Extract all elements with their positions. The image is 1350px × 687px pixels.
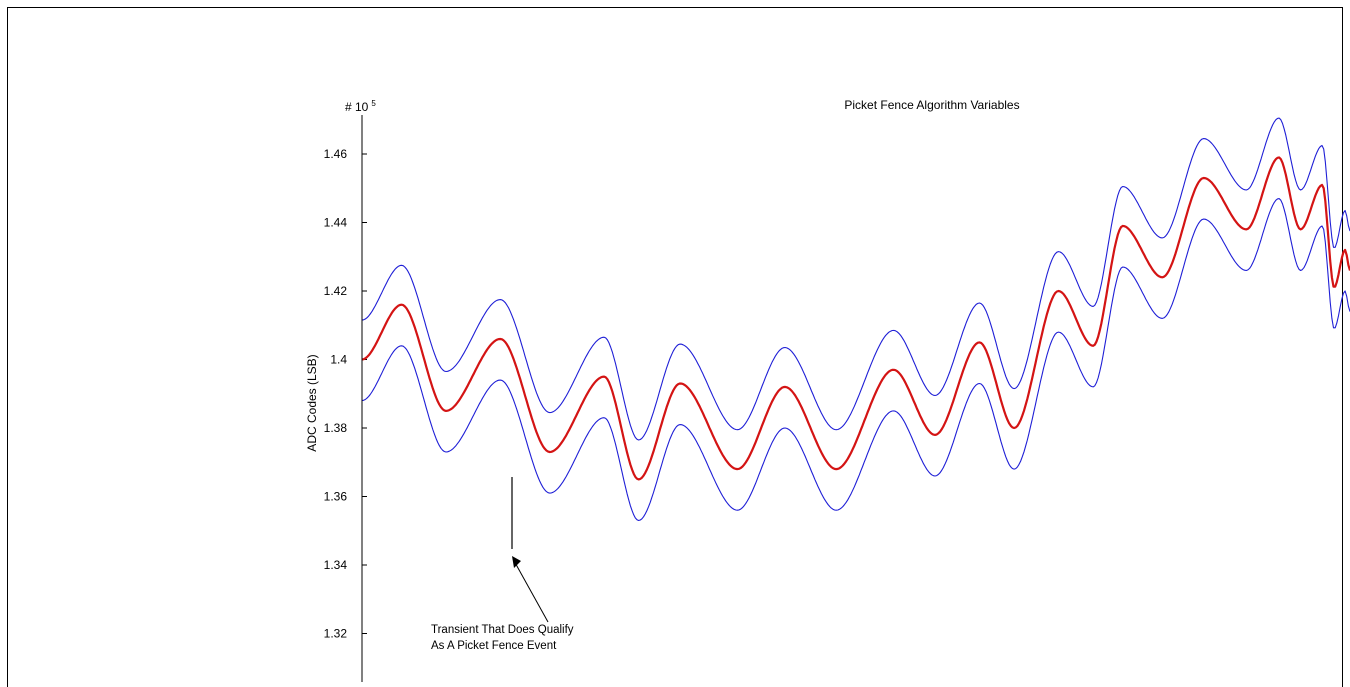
y-tick-label: 1.4 (330, 353, 347, 367)
y-tick-label: 1.32 (324, 627, 348, 641)
y-tick-label: 1.44 (324, 216, 348, 230)
annotation-arrowhead (512, 556, 521, 568)
y-multiplier-base: # 10 (345, 100, 369, 114)
y-tick-label: 1.34 (324, 558, 348, 572)
y-ticks: 1.32 1.34 1.36 1.38 1.4 1.42 1.44 1.46 (324, 147, 367, 641)
y-multiplier-exponent: 5 (371, 99, 376, 108)
y-multiplier: # 10 5 (345, 99, 376, 114)
annotation-line-1: Transient That Does Qualify (431, 624, 574, 636)
chart-title: Picket Fence Algorithm Variables (844, 98, 1019, 112)
annotation-arrow-shaft (512, 558, 549, 623)
y-tick-label: 1.46 (324, 147, 348, 161)
series-line-upper (361, 117, 1350, 441)
y-tick-label: 1.36 (324, 490, 348, 504)
series-lines (361, 117, 1350, 522)
annotation: Transient That Does Qualify As A Picket … (431, 477, 574, 652)
y-tick-label: 1.42 (324, 284, 348, 298)
y-axis-label: ADC Codes (LSB) (305, 354, 319, 451)
series-line-lower (361, 198, 1350, 522)
annotation-line-2: As A Picket Fence Event (431, 640, 557, 652)
figure-frame (7, 7, 1343, 687)
y-tick-label: 1.38 (324, 421, 348, 435)
series-line-middle (361, 156, 1350, 481)
